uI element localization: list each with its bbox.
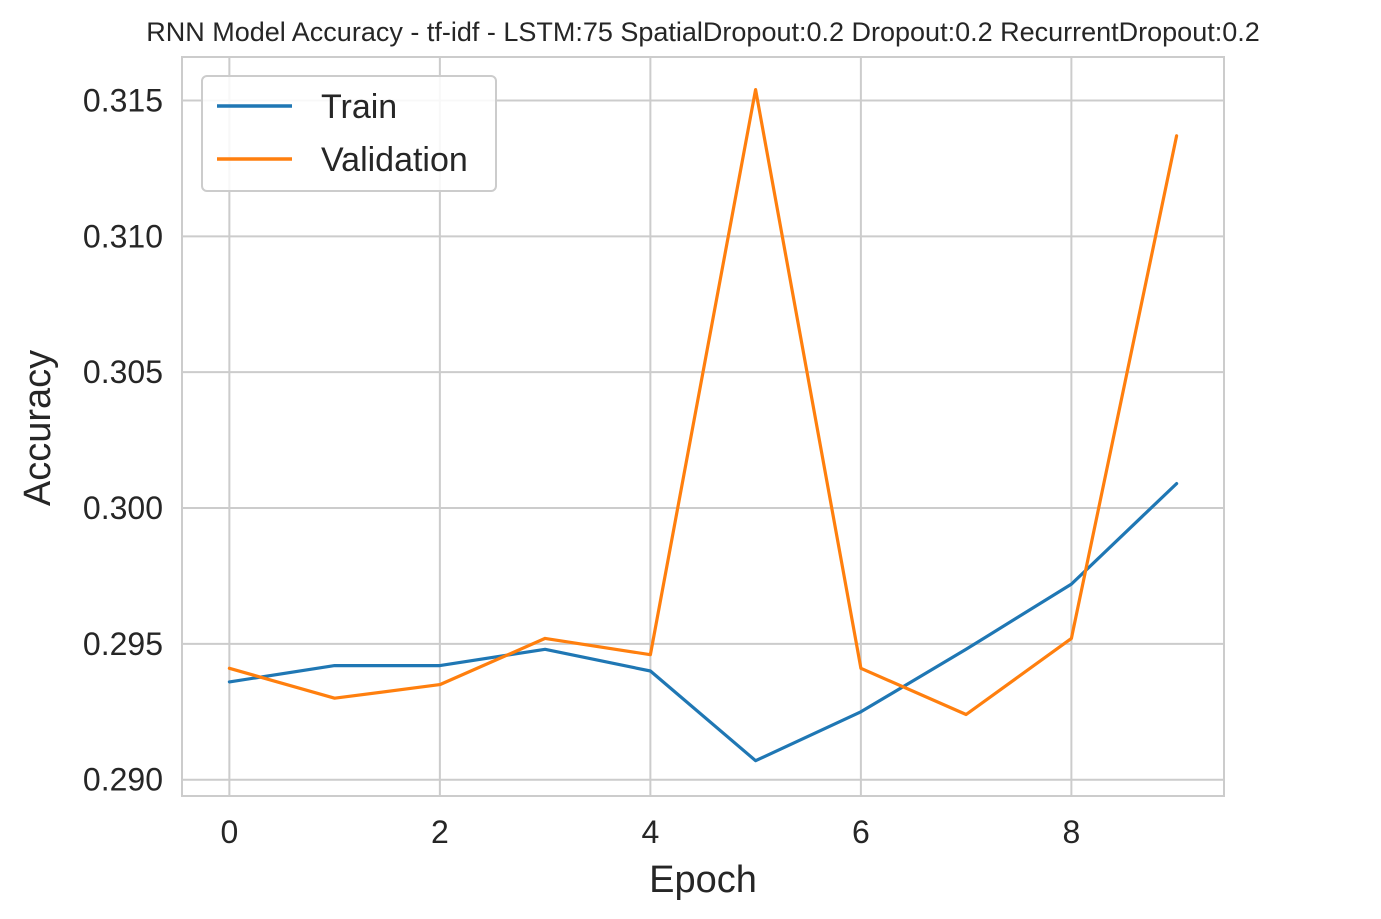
y-tick-label: 0.305 — [83, 354, 163, 390]
x-tick-label: 6 — [852, 814, 870, 850]
x-tick-label: 8 — [1062, 814, 1080, 850]
y-tick-labels: 0.290 0.295 0.300 0.305 0.310 0.315 — [83, 82, 163, 797]
y-tick-label: 0.310 — [83, 218, 163, 254]
y-axis-label: Accuracy — [17, 350, 59, 506]
y-tick-label: 0.290 — [83, 762, 163, 798]
x-tick-label: 2 — [431, 814, 449, 850]
x-tick-labels: 0 2 4 6 8 — [220, 814, 1080, 850]
series-lines — [227, 87, 1179, 763]
series-line-train — [227, 482, 1179, 763]
x-tick-label: 0 — [220, 814, 238, 850]
x-tick-label: 4 — [641, 814, 659, 850]
series-line-validation — [227, 87, 1179, 717]
plot-frame — [181, 56, 1225, 797]
legend: Train Validation — [201, 75, 497, 192]
y-tick-label: 0.295 — [83, 626, 163, 662]
x-axis-label: Epoch — [649, 859, 757, 901]
y-tick-label: 0.315 — [83, 82, 163, 118]
legend-label-validation: Validation — [321, 141, 468, 179]
y-tick-label: 0.300 — [83, 490, 163, 526]
legend-label-train: Train — [321, 88, 397, 126]
chart-title: RNN Model Accuracy - tf-idf - LSTM:75 Sp… — [146, 17, 1260, 47]
